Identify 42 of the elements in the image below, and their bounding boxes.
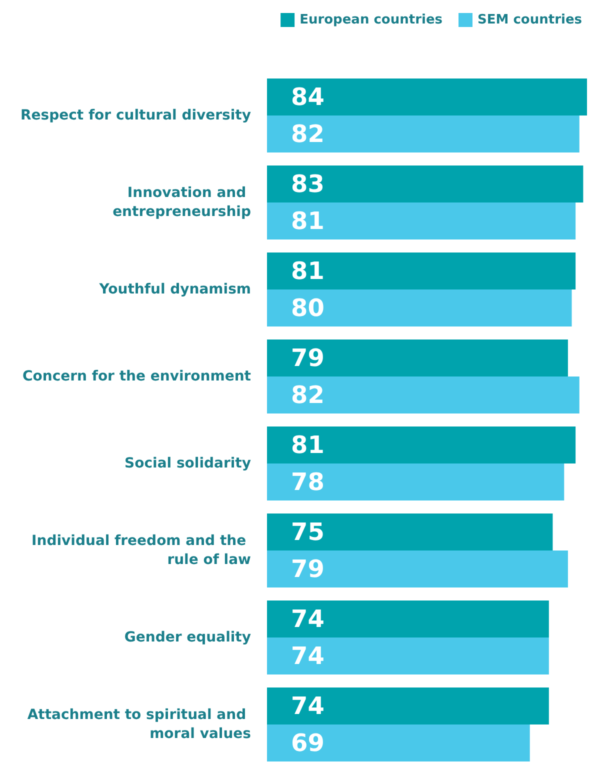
y-tick-label: Attachment to spiritual and moral values <box>27 707 251 742</box>
data-label: 82 <box>291 120 324 148</box>
bar <box>267 688 549 724</box>
bar <box>267 202 576 240</box>
data-label: 80 <box>291 294 324 322</box>
bar <box>267 290 572 326</box>
data-label: 75 <box>291 518 324 546</box>
y-tick-label: Individual freedom and the rule of law <box>32 533 252 568</box>
bar <box>267 340 568 376</box>
legend-label: SEM countries <box>478 12 582 28</box>
bar <box>267 376 580 414</box>
bar <box>267 638 549 674</box>
data-label: 74 <box>291 642 324 670</box>
bar <box>267 252 576 290</box>
data-label: 83 <box>291 170 324 198</box>
data-label: 74 <box>291 692 324 720</box>
data-label: 81 <box>291 207 324 235</box>
bar <box>267 550 568 588</box>
bar <box>267 600 549 638</box>
y-tick-label: Youthful dynamism <box>98 282 251 298</box>
bar <box>267 426 576 464</box>
data-label: 78 <box>291 468 324 496</box>
y-tick-label: Innovation and entrepreneurship <box>112 185 251 220</box>
bar <box>267 116 580 152</box>
data-label: 79 <box>291 555 324 583</box>
data-label: 81 <box>291 431 324 459</box>
data-label: 82 <box>291 381 324 409</box>
data-label: 79 <box>291 344 324 372</box>
data-label: 74 <box>291 605 324 633</box>
bar <box>267 464 564 500</box>
bar <box>267 724 530 762</box>
bar <box>267 166 584 202</box>
y-tick-label: Gender equality <box>124 630 251 646</box>
data-label: 81 <box>291 257 324 285</box>
bar <box>267 514 553 550</box>
y-tick-label: Concern for the environment <box>22 368 252 384</box>
y-tick-label: Social solidarity <box>124 456 251 472</box>
y-tick-label: Respect for cultural diversity <box>20 108 251 124</box>
bar <box>267 78 587 116</box>
data-label: 69 <box>291 729 324 757</box>
legend-label: European countries <box>300 12 443 28</box>
data-label: 84 <box>291 83 324 111</box>
